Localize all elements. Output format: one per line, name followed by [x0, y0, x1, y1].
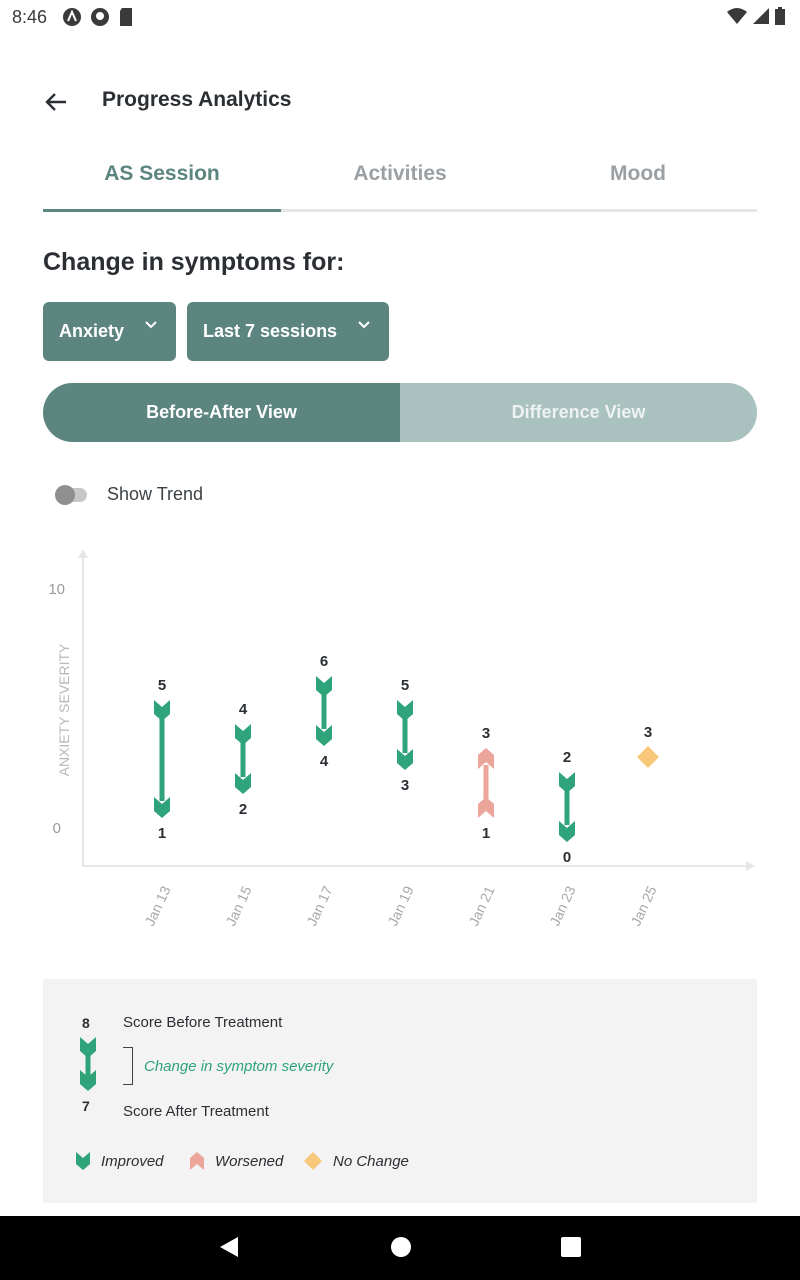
before-after-view-button[interactable]: Before-After View — [43, 383, 400, 442]
tab-as-session[interactable]: AS Session — [43, 146, 281, 212]
legend-example-before: 8 — [82, 1015, 90, 1031]
improved-arrow-head — [316, 725, 332, 746]
system-status-icons — [726, 6, 786, 26]
wifi-icon — [727, 8, 747, 24]
improved-arrow-shaft — [321, 686, 327, 729]
nav-recents-icon[interactable] — [561, 1236, 581, 1258]
improved-arrow-head — [397, 749, 413, 770]
tab-mood[interactable]: Mood — [519, 146, 757, 212]
x-axis-arrow-icon — [746, 861, 755, 871]
improved-arrow-shaft — [564, 782, 570, 825]
x-tick-label: Jan 13 — [141, 883, 173, 928]
symptom-dropdown[interactable]: Anxiety — [43, 302, 176, 361]
symptom-dropdown-value: Anxiety — [59, 321, 125, 341]
y-axis-label: ANXIETY SEVERITY — [56, 643, 72, 776]
nav-home-icon[interactable] — [390, 1236, 412, 1258]
y-tick-label: 0 — [53, 820, 61, 837]
status-time: 8:46 — [12, 7, 48, 27]
app-bar: Progress Analytics — [0, 70, 800, 132]
y-tick-label: 10 — [48, 581, 65, 598]
legend-key-worsened: Worsened — [189, 1151, 283, 1171]
data-label-before: 2 — [563, 749, 571, 766]
data-label-before: 3 — [644, 724, 652, 741]
data-label-before: 5 — [401, 677, 409, 694]
nav-back-icon[interactable] — [219, 1236, 239, 1258]
app-notification-icon — [91, 8, 109, 26]
legend-worsened-label: Worsened — [215, 1152, 284, 1170]
show-trend-label: Show Trend — [107, 484, 204, 504]
data-label-after: 3 — [482, 725, 490, 742]
legend-key-no-change: No Change — [303, 1151, 409, 1171]
x-tick-label: Jan 19 — [384, 883, 416, 928]
page-title: Progress Analytics — [102, 88, 292, 111]
x-tick-label: Jan 25 — [627, 883, 659, 928]
app-notification-icon — [63, 8, 81, 26]
range-dropdown-value: Last 7 sessions — [203, 321, 338, 341]
notification-icons — [62, 7, 134, 27]
improved-arrow-head — [235, 773, 251, 794]
worsened-arrow-shaft — [483, 765, 489, 808]
improved-chevron-icon — [76, 1152, 90, 1170]
system-nav-bar — [0, 1216, 800, 1280]
data-label-before: 5 — [158, 677, 166, 694]
section-title: Change in symptoms for: — [43, 248, 345, 276]
improved-arrow-head — [559, 821, 575, 842]
improved-arrow-head — [154, 797, 170, 818]
legend-key-improved: Improved — [75, 1151, 164, 1171]
back-button[interactable] — [36, 82, 76, 122]
x-tick-label: Jan 17 — [303, 883, 335, 928]
status-bar: 8:46 — [0, 0, 800, 34]
data-label-before: 1 — [482, 825, 490, 842]
no-change-diamond-icon — [304, 1152, 322, 1170]
battery-icon — [775, 7, 785, 25]
show-trend-row: Show Trend — [55, 484, 204, 505]
data-label-before: 6 — [320, 653, 328, 670]
chart-legend: 8 7 Score Before Treatment Change in sym… — [43, 979, 757, 1203]
x-tick-label: Jan 21 — [465, 883, 497, 928]
range-dropdown[interactable]: Last 7 sessions — [187, 302, 389, 361]
improved-arrow-shaft — [159, 710, 165, 801]
signal-icon — [753, 8, 769, 24]
legend-example-after: 7 — [82, 1098, 90, 1114]
legend-improved-label: Improved — [101, 1152, 164, 1170]
chevron-down-icon — [145, 321, 157, 329]
data-label-after: 4 — [320, 753, 329, 770]
tab-bar: AS Session Activities Mood — [43, 146, 757, 212]
legend-bracket — [123, 1047, 133, 1085]
data-label-before: 4 — [239, 701, 248, 718]
improved-arrow-shaft — [240, 734, 246, 777]
arrow-left-icon — [45, 93, 66, 111]
tab-activities[interactable]: Activities — [281, 146, 519, 212]
legend-example-arrow-icon — [80, 1037, 96, 1091]
x-tick-label: Jan 23 — [546, 883, 578, 928]
legend-no-change-label: No Change — [333, 1152, 409, 1170]
sd-card-icon — [120, 8, 132, 26]
legend-after-label: Score After Treatment — [123, 1103, 269, 1120]
legend-change-label: Change in symptom severity — [144, 1058, 334, 1075]
y-axis-arrow-icon — [78, 549, 88, 558]
data-label-after: 1 — [158, 825, 166, 842]
data-label-after: 2 — [239, 801, 247, 818]
worsened-arrow-head — [478, 748, 494, 769]
data-label-after: 0 — [563, 849, 571, 866]
chevron-down-icon — [358, 321, 370, 329]
legend-before-label: Score Before Treatment — [123, 1014, 283, 1031]
data-label-after: 3 — [401, 777, 409, 794]
worsened-chevron-icon — [190, 1152, 204, 1170]
show-trend-switch[interactable] — [55, 484, 87, 505]
improved-arrow-shaft — [402, 710, 408, 753]
no-change-marker — [637, 746, 659, 768]
difference-view-button[interactable]: Difference View — [400, 383, 757, 442]
view-toggle: Before-After View Difference View — [43, 383, 757, 442]
switch-knob — [55, 484, 75, 505]
x-tick-label: Jan 15 — [222, 883, 254, 928]
chart-marks: Jan 13 5 1 Jan 15 4 2 Jan 17 6 4 Jan 19 5 3 Jan 21 3 1… — [141, 653, 659, 928]
